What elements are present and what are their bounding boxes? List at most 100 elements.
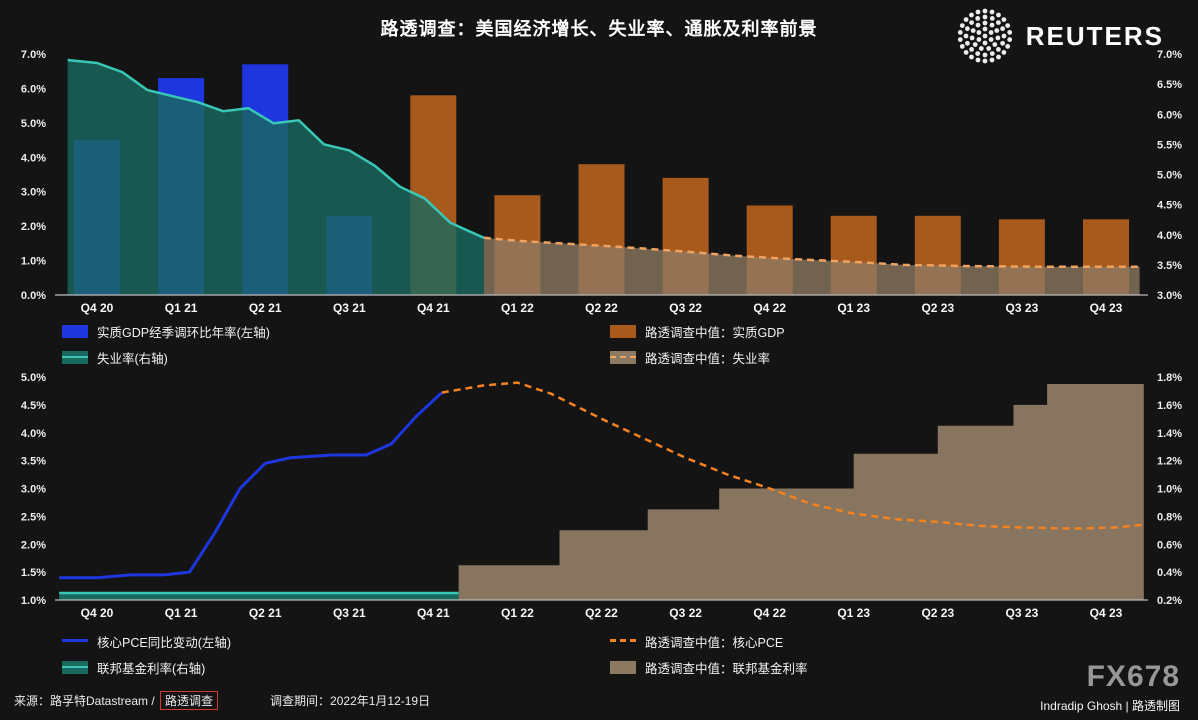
core-pce-forecast-line — [441, 381, 1144, 530]
right-axis-tick: 1.0% — [1157, 484, 1182, 496]
category-label: Q3 21 — [333, 301, 366, 315]
right-axis-tick: 7.0% — [1157, 49, 1182, 61]
category-label: Q3 21 — [333, 606, 366, 620]
unemployment-forecast-line — [483, 236, 1140, 268]
right-axis-tick: 0.4% — [1157, 567, 1182, 579]
left-axis-tick: 3.0% — [21, 484, 46, 496]
right-axis-tick: 4.0% — [1157, 230, 1182, 242]
category-label: Q1 23 — [837, 606, 870, 620]
swatch-line — [62, 639, 88, 642]
gdp-unemployment-chart: 7.0% 6.0% 5.0% 4.0% 3.0% 2.0% 1.0% 0.0% 7.0% 6.5%… — [21, 49, 1182, 315]
fed-funds-forecast-area — [458, 384, 1144, 600]
footer-brand-block: FX678 Indradip Ghosh | 路透制图 — [1040, 662, 1180, 714]
right-axis-tick: 6.5% — [1157, 79, 1182, 91]
category-label: Q4 22 — [753, 606, 786, 620]
source-prefix: 来源：路孚特Datastream / — [14, 694, 159, 708]
left-axis-tick: 5.0% — [21, 118, 46, 130]
left-axis-tick: 4.0% — [21, 152, 46, 164]
swatch-dashed-line — [610, 356, 636, 358]
fed-funds-actual-area — [59, 593, 459, 600]
reuters-globe-icon — [957, 8, 1012, 64]
category-label: Q3 22 — [669, 301, 702, 315]
legend-swatch-gdp-actual — [62, 325, 88, 338]
right-axis-tick: 4.5% — [1157, 200, 1182, 212]
category-label: Q2 23 — [921, 301, 954, 315]
credit-line: Indradip Ghosh | 路透制图 — [1040, 699, 1180, 713]
category-label: Q1 22 — [501, 606, 534, 620]
left-axis-tick: 7.0% — [21, 49, 46, 61]
unemployment-actual-area — [67, 60, 484, 295]
fx678-logo: FX678 — [1086, 660, 1180, 693]
legend-item-fed-funds-forecast: 路透调查中值：联邦基金利率 — [610, 658, 1198, 677]
legend-swatch-core-pce — [62, 635, 88, 648]
left-axis-tick: 1.5% — [21, 567, 46, 579]
page-title: 路透调查：美国经济增长、失业率、通胀及利率前景 — [380, 19, 818, 39]
right-axis-tick: 3.0% — [1157, 290, 1182, 302]
legend-item-gdp-actual: 实质GDP经季调环比年率(左轴) — [62, 322, 610, 341]
legend-top: 实质GDP经季调环比年率(左轴) 路透调查中值：实质GDP 失业率(右轴) 路透… — [0, 322, 1198, 367]
legend-item-gdp-forecast: 路透调查中值：实质GDP — [610, 322, 1198, 341]
legend-label-unemployment-forecast: 路透调查中值：失业率 — [645, 352, 771, 366]
category-label: Q2 23 — [921, 606, 954, 620]
unemployment-actual-line — [67, 58, 485, 239]
category-label: Q4 21 — [417, 606, 450, 620]
category-label: Q1 23 — [837, 301, 870, 315]
legend-swatch-unemployment — [62, 351, 88, 364]
legend-item-core-pce-forecast: 路透调查中值：核心PCE — [610, 632, 1198, 651]
right-axis-tick: 3.5% — [1157, 260, 1182, 272]
right-axis-tick: 0.2% — [1157, 595, 1182, 607]
footer: 来源：路孚特Datastream / 路透调查 调查期间：2022年1月12-1… — [14, 662, 1180, 714]
right-axis-tick: 1.4% — [1157, 428, 1182, 440]
legend-label-unemployment: 失业率(右轴) — [97, 352, 168, 366]
category-label: Q3 23 — [1006, 606, 1039, 620]
left-axis-tick: 1.0% — [21, 595, 46, 607]
category-label: Q4 20 — [81, 301, 114, 315]
right-axis-tick: 1.6% — [1157, 400, 1182, 412]
legend-label-fed-funds-forecast: 路透调查中值：联邦基金利率 — [645, 662, 808, 676]
left-axis-tick: 3.0% — [21, 187, 46, 199]
left-axis-tick: 2.5% — [21, 511, 46, 523]
legend-swatch-fed-funds — [62, 661, 88, 674]
source-badge: 路透调查 — [160, 691, 219, 710]
right-axis-tick: 5.5% — [1157, 139, 1182, 151]
legend-label-gdp-actual: 实质GDP经季调环比年率(左轴) — [97, 326, 270, 340]
legend-swatch-fed-funds-forecast — [610, 661, 636, 674]
right-axis-tick: 5.0% — [1157, 170, 1182, 182]
legend-item-unemployment-forecast: 路透调查中值：失业率 — [610, 348, 1198, 367]
category-label: Q3 23 — [1006, 301, 1039, 315]
category-label: Q2 22 — [585, 301, 618, 315]
reuters-logo: REUTERS — [957, 8, 1164, 64]
legend-swatch-unemployment-forecast — [610, 351, 636, 364]
left-axis-tick: 6.0% — [21, 83, 46, 95]
category-label: Q4 22 — [753, 301, 786, 315]
right-axis-tick: 6.0% — [1157, 109, 1182, 121]
legend-swatch-core-pce-forecast — [610, 635, 636, 648]
footer-source: 来源：路孚特Datastream / 路透调查 调查期间：2022年1月12-1… — [14, 691, 430, 714]
left-axis-tick: 2.0% — [21, 221, 46, 233]
left-axis-tick: 4.0% — [21, 428, 46, 440]
right-axis-tick: 1.2% — [1157, 456, 1182, 468]
legend-item-core-pce: 核心PCE同比变动(左轴) — [62, 632, 610, 651]
legend-label-core-pce-forecast: 路透调查中值：核心PCE — [645, 636, 784, 650]
pce-fedfunds-chart: 5.0% 4.5% 4.0% 3.5% 3.0% 2.5% 2.0% 1.5% 1.0% 1.8%… — [21, 372, 1182, 620]
category-label: Q1 21 — [165, 301, 198, 315]
category-label: Q4 23 — [1090, 606, 1123, 620]
swatch-line — [62, 666, 88, 668]
left-axis-tick: 0.0% — [21, 290, 46, 302]
right-axis-tick: 0.8% — [1157, 511, 1182, 523]
left-axis-tick: 1.0% — [21, 256, 46, 268]
category-label: Q2 21 — [249, 301, 282, 315]
category-label: Q1 22 — [501, 301, 534, 315]
unemployment-forecast-area — [483, 237, 1140, 295]
category-label: Q2 22 — [585, 606, 618, 620]
legend-label-fed-funds: 联邦基金利率(右轴) — [97, 662, 206, 676]
left-axis-tick: 2.0% — [21, 539, 46, 551]
category-label: Q3 22 — [669, 606, 702, 620]
category-label: Q4 20 — [81, 606, 114, 620]
category-label: Q4 21 — [417, 301, 450, 315]
reuters-logo-text: REUTERS — [1025, 20, 1164, 51]
core-pce-actual-line — [59, 391, 443, 580]
legend-item-fed-funds: 联邦基金利率(右轴) — [62, 658, 610, 677]
legend-item-unemployment: 失业率(右轴) — [62, 348, 610, 367]
